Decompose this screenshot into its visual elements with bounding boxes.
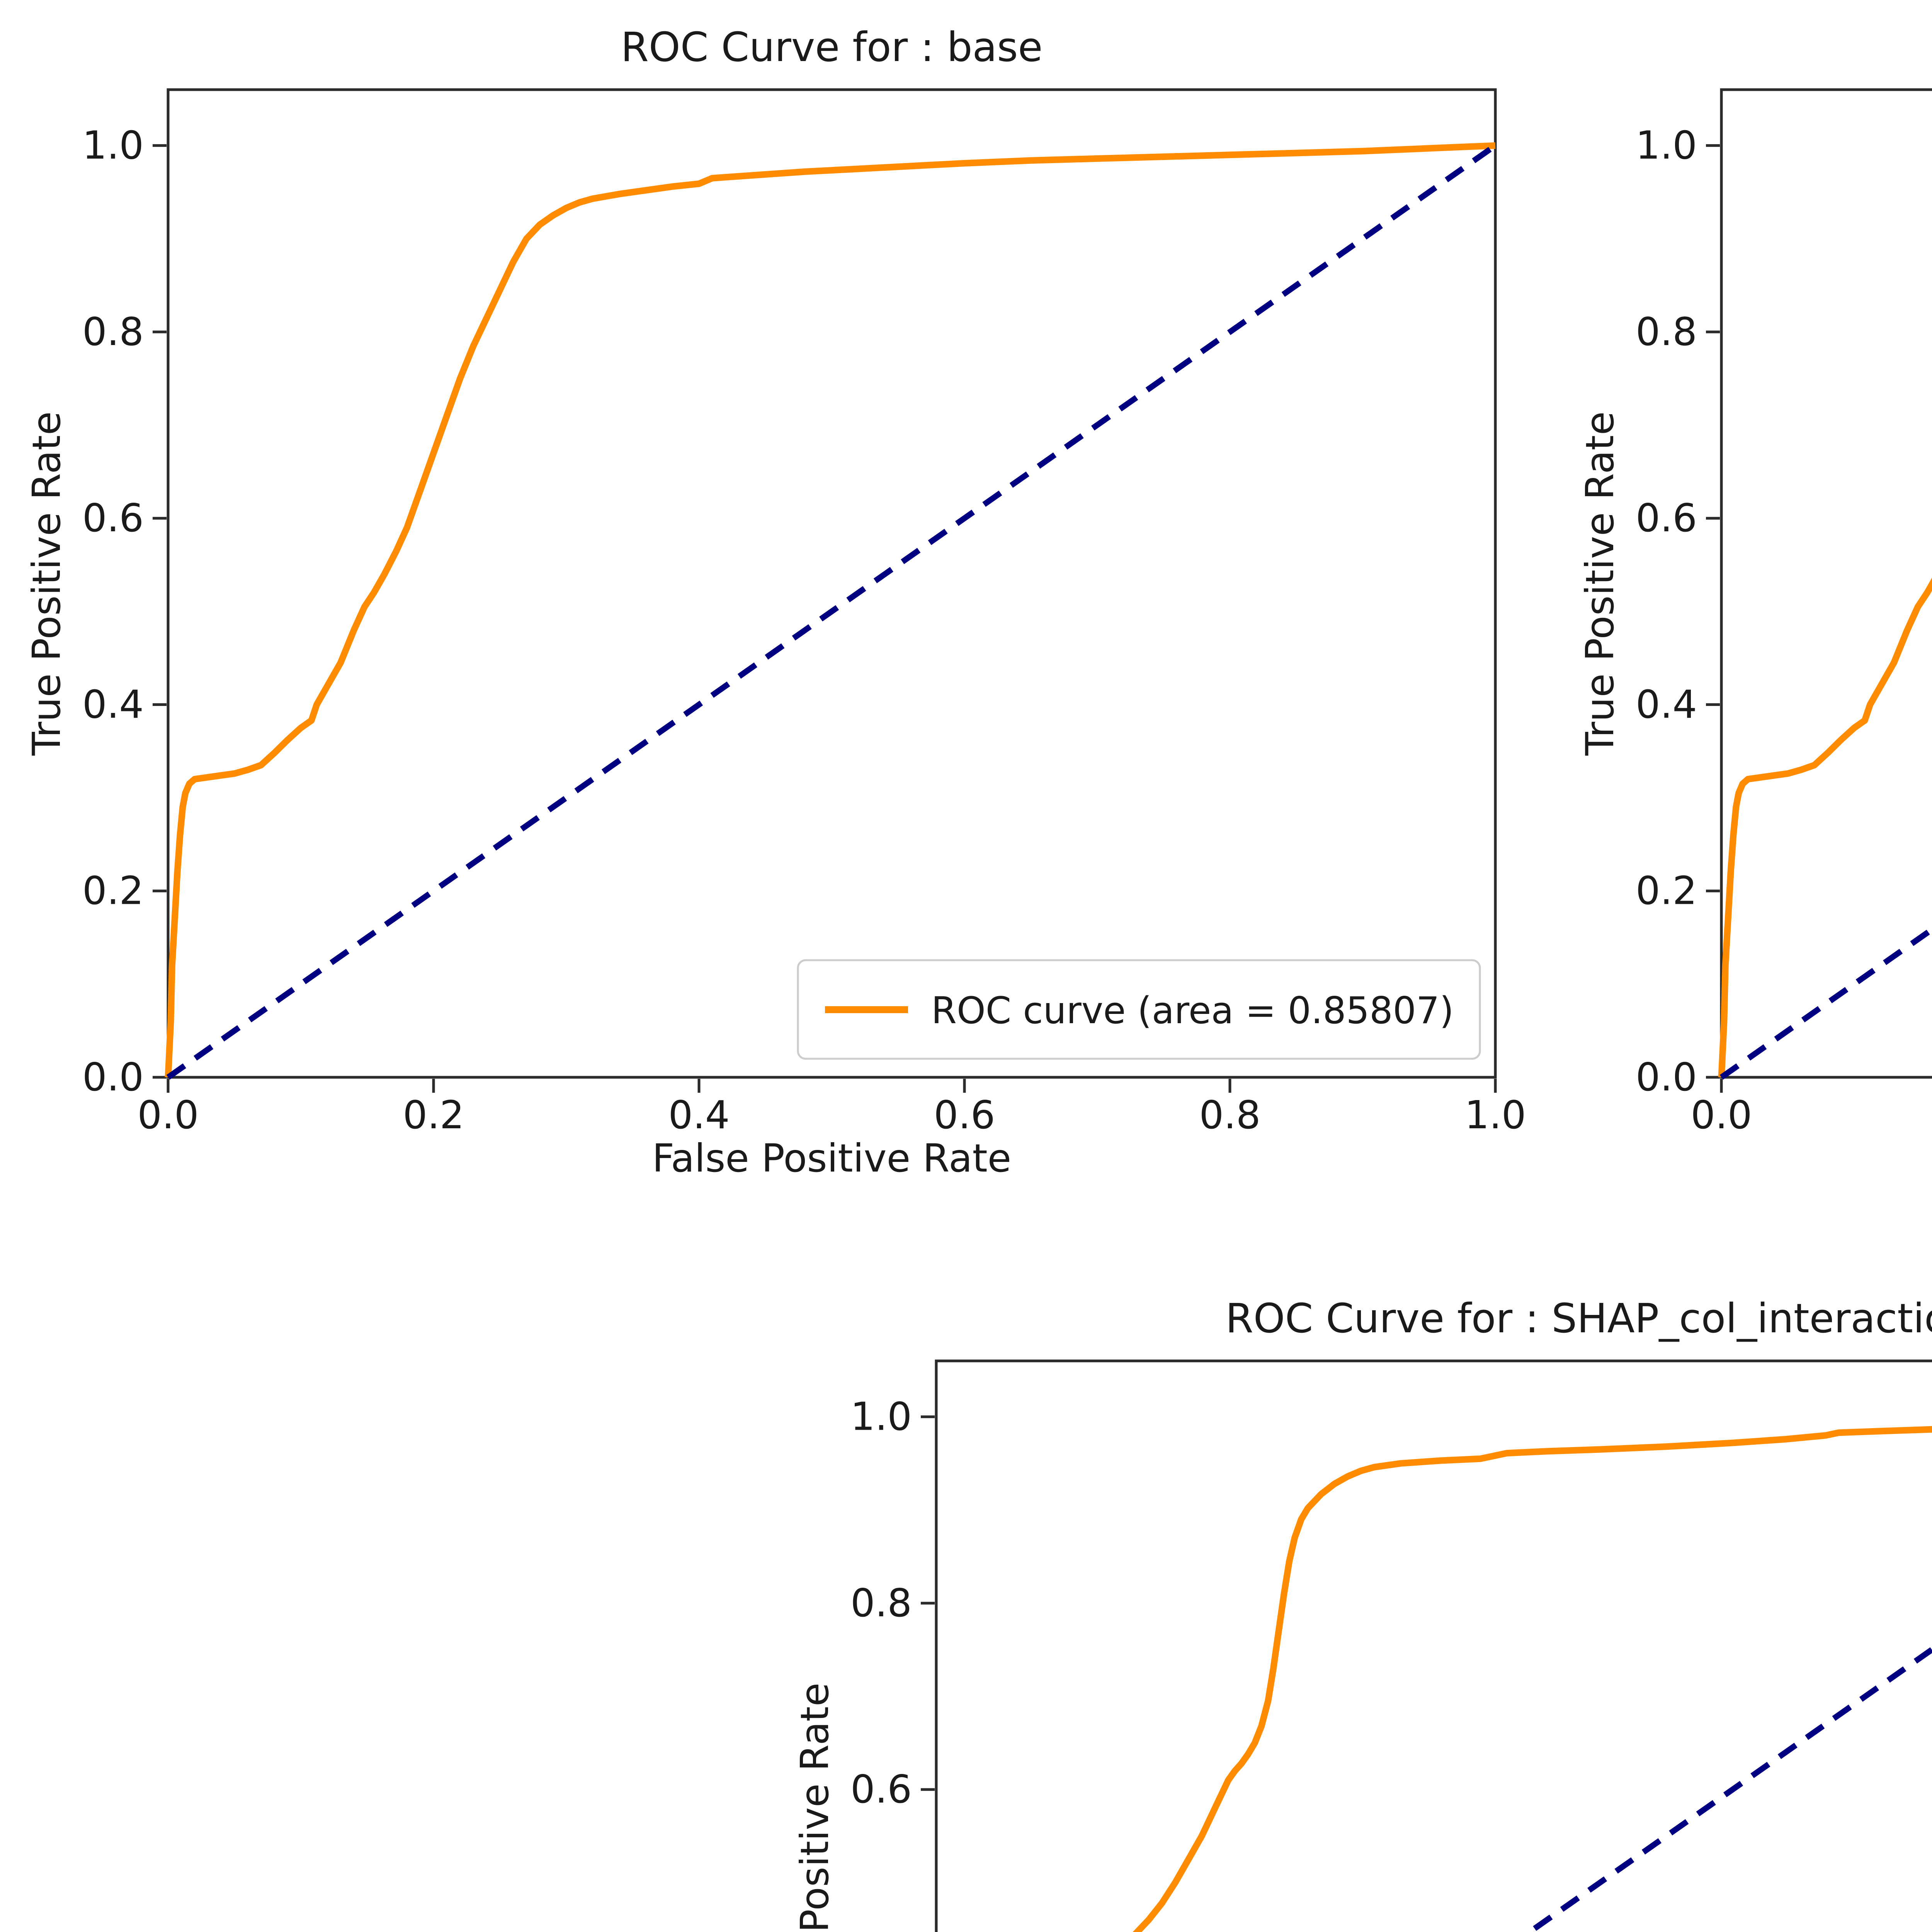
roc-chart-shap-col-interaction: 0.00.20.40.60.81.00.00.20.40.60.81.0ROC … (792, 1295, 1932, 1932)
y-tick-label: 0.6 (82, 495, 144, 541)
legend-label: ROC curve (area = 0.85807) (931, 990, 1454, 1032)
y-tick-label: 0.0 (1636, 1054, 1697, 1100)
x-tick-label: 0.6 (934, 1092, 995, 1138)
chart-title: ROC Curve for : SHAP_col_interaction (1225, 1295, 1932, 1342)
y-tick-label: 0.0 (82, 1054, 144, 1100)
x-axis-label: False Positive Rate (652, 1136, 1011, 1181)
y-tick-label: 0.6 (1636, 495, 1697, 541)
axes-frame (1720, 88, 1932, 1079)
y-tick-label: 1.0 (850, 1394, 912, 1439)
y-tick-label: 0.4 (82, 682, 144, 727)
y-tick-label: 0.4 (1636, 682, 1697, 727)
x-tick-label: 1.0 (1464, 1092, 1526, 1138)
roc-chart-base: 0.0 0.2 0.4 0.6 0.8 1.0 0.0 0.2 0.4 0.6 0.8 1.0 ROC … (24, 24, 1526, 1181)
y-tick-label: 0.2 (1636, 868, 1697, 913)
y-tick-label: 1.0 (82, 123, 144, 168)
roc-curve-line (1133, 1426, 1932, 1932)
axes-frame (167, 88, 1497, 1079)
y-tick-label: 0.8 (1636, 309, 1697, 354)
roc-curve-line (1718, 577, 1932, 1078)
chance-diagonal-line (166, 143, 1497, 1080)
x-tick-label: 0.0 (1690, 1092, 1752, 1138)
y-tick-label: 1.0 (1636, 123, 1697, 168)
legend-box (797, 959, 1481, 1060)
y-tick-label: 0.8 (850, 1580, 912, 1626)
y-tick-label: 0.8 (82, 309, 144, 354)
x-tick-label: 0.4 (668, 1092, 730, 1138)
y-tick-label: 0.6 (850, 1767, 912, 1812)
roc-curve-line (165, 142, 1496, 1078)
y-axis-label: True Positive Rate (792, 1683, 837, 1932)
chart-title: ROC Curve for : base (621, 24, 1043, 71)
chance-diagonal-line (1719, 926, 1932, 1080)
y-axis-label: True Positive Rate (24, 412, 69, 756)
y-tick-label: 0.2 (82, 868, 144, 913)
axes-frame (935, 1359, 1932, 1932)
x-tick-label: 0.8 (1199, 1092, 1260, 1138)
chance-diagonal-line (1524, 1646, 1932, 1932)
y-axis-label: True Positive Rate (1577, 412, 1622, 756)
x-tick-label: 0.2 (403, 1092, 464, 1138)
roc-chart-bagg-temp-08: 0.00.20.40.60.81.00.00.20.40.60.81.0ROC … (1577, 88, 1932, 1138)
legend: ROC curve (area = 0.85807) (797, 959, 1481, 1060)
x-tick-label: 0.0 (137, 1092, 199, 1138)
